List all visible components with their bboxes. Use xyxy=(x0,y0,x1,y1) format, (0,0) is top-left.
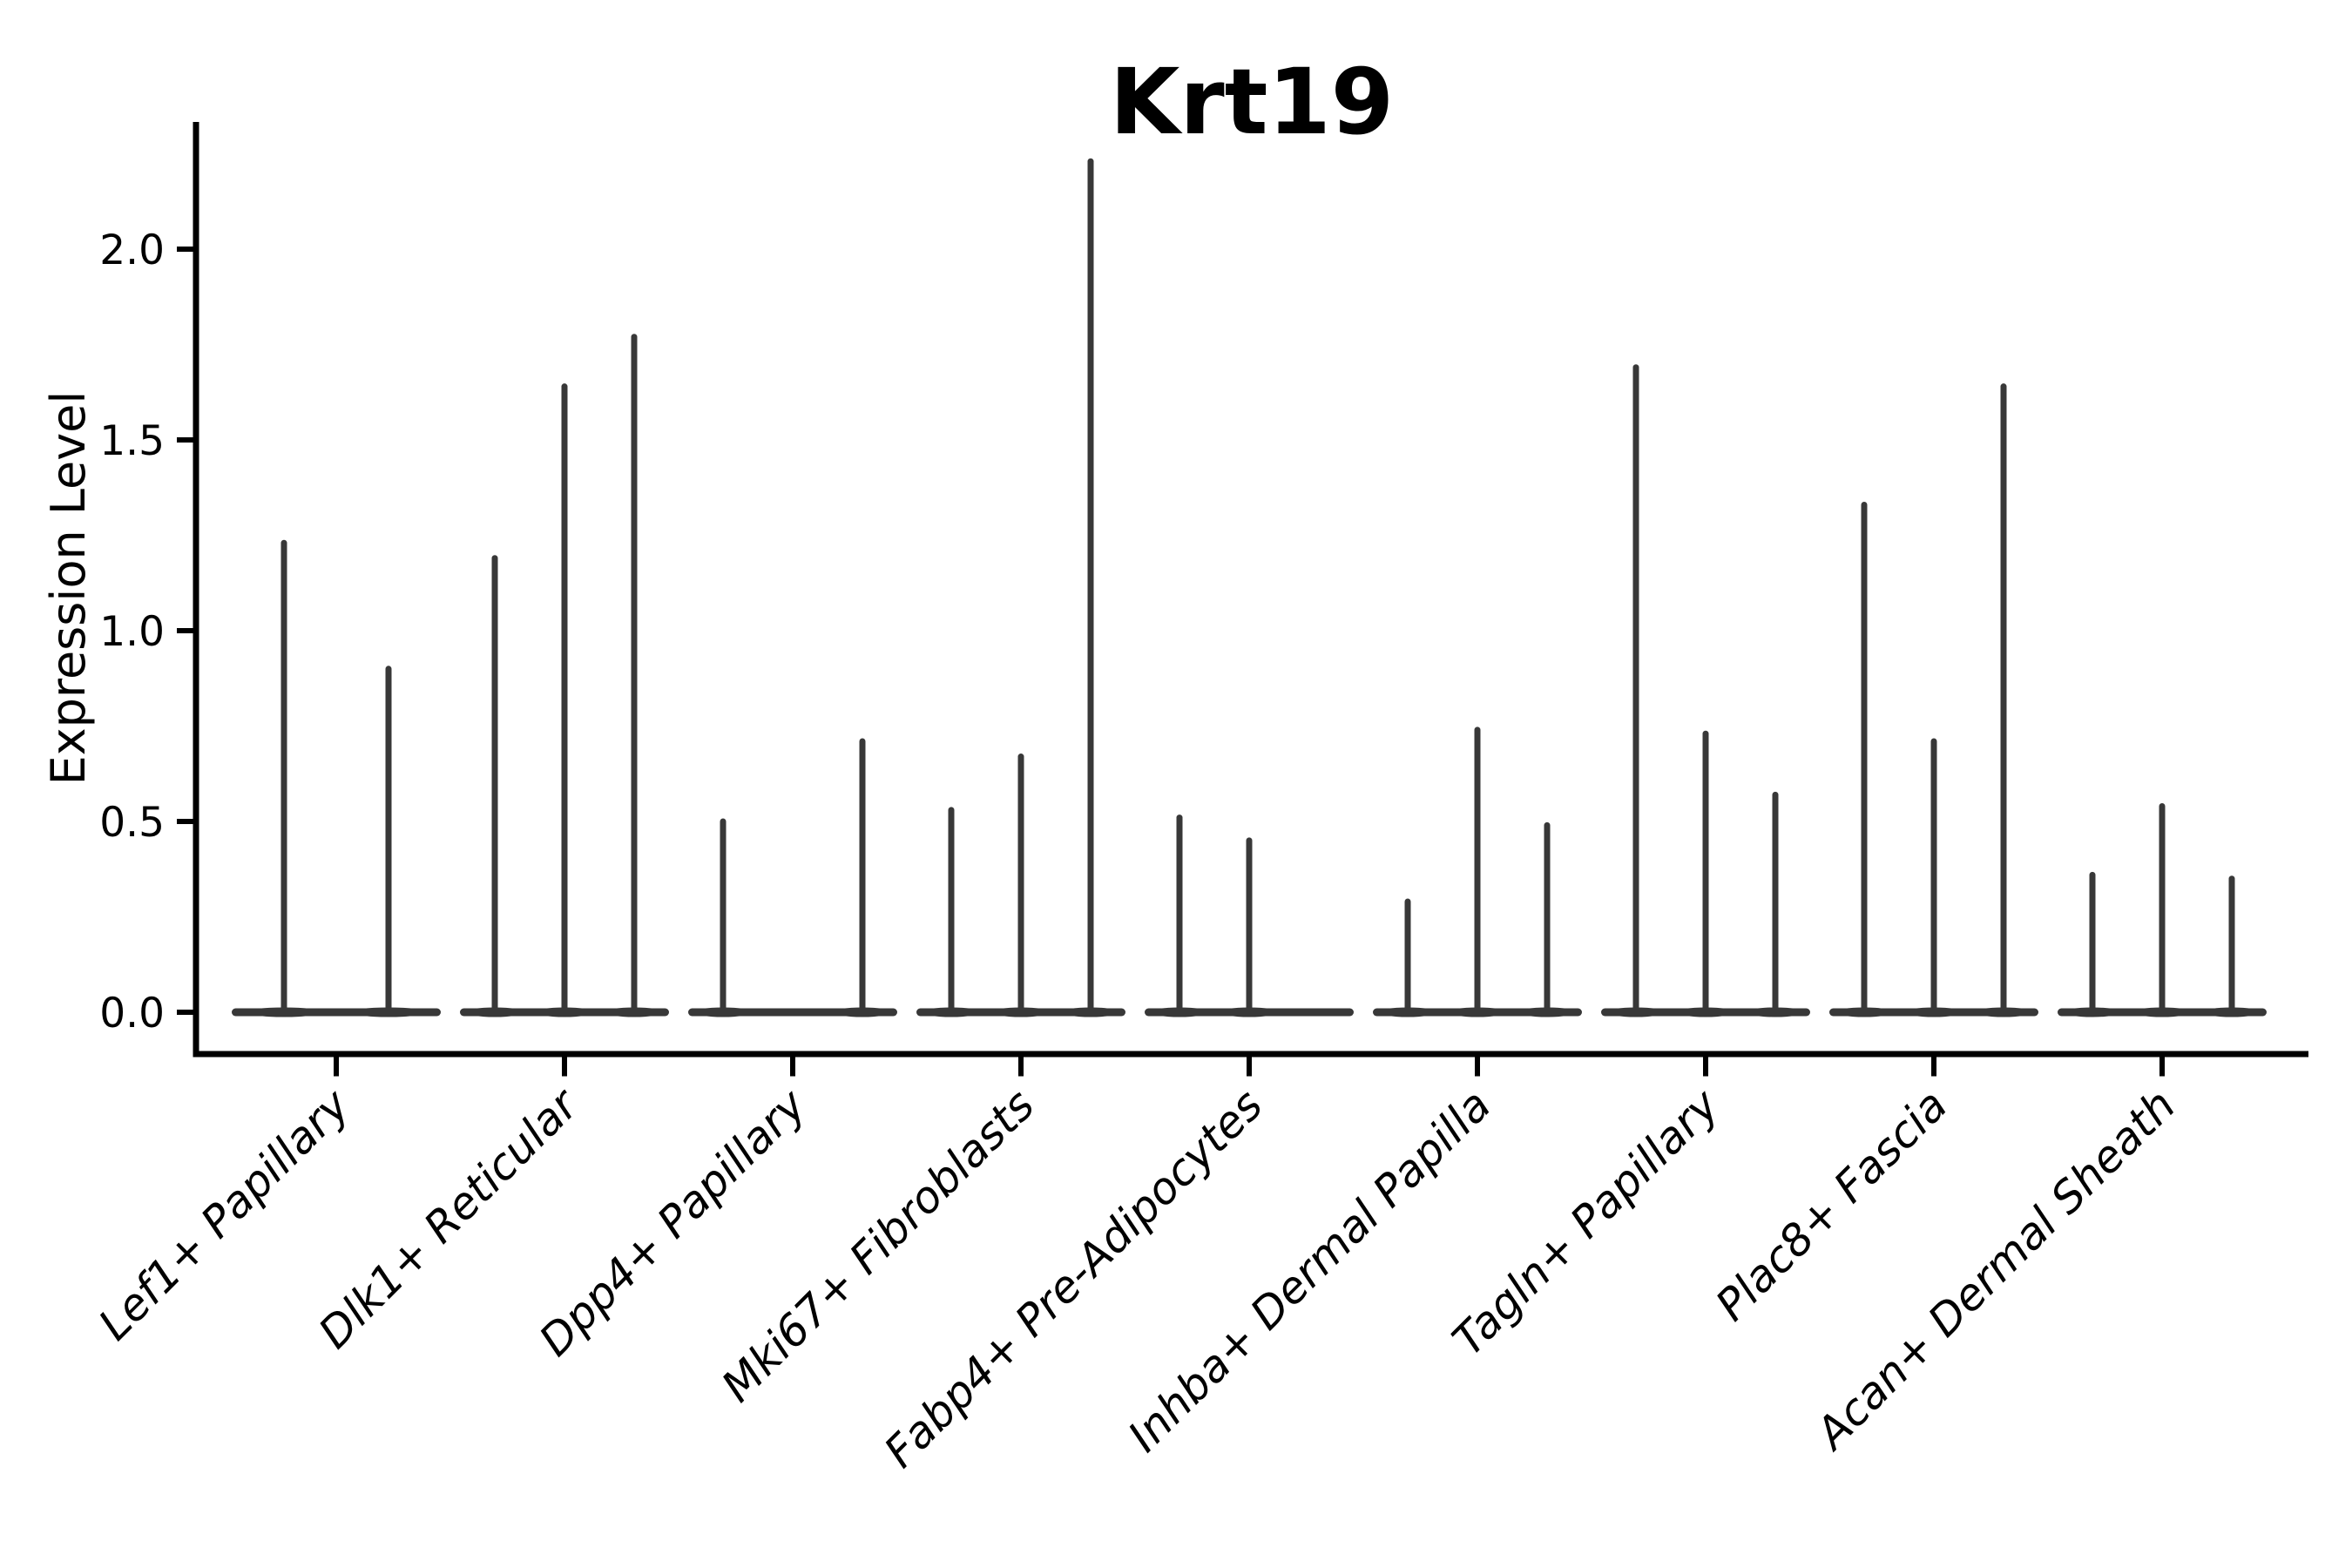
x-tick-label: Plac8+ Fascia xyxy=(1707,1079,1957,1330)
x-tick-label: Fabp4+ Pre-Adipocytes xyxy=(875,1079,1273,1477)
y-tick-label: 1.0 xyxy=(99,608,165,656)
y-tick-label: 1.5 xyxy=(99,417,165,465)
y-tick-label: 0.5 xyxy=(99,799,165,847)
violin-layer xyxy=(232,158,2267,1017)
y-tick-label: 0.0 xyxy=(99,990,165,1037)
chart-title: Krt19 xyxy=(1110,49,1394,155)
y-axis-label: Expression Level xyxy=(41,391,96,786)
y-tick-label: 2.0 xyxy=(99,226,165,274)
x-tick-label: Inhba+ Dermal Papilla xyxy=(1119,1079,1500,1461)
x-tick-label: Acan+ Dermal Sheath xyxy=(1805,1079,2186,1460)
x-tick-label: Lef1+ Papillary xyxy=(89,1078,360,1349)
